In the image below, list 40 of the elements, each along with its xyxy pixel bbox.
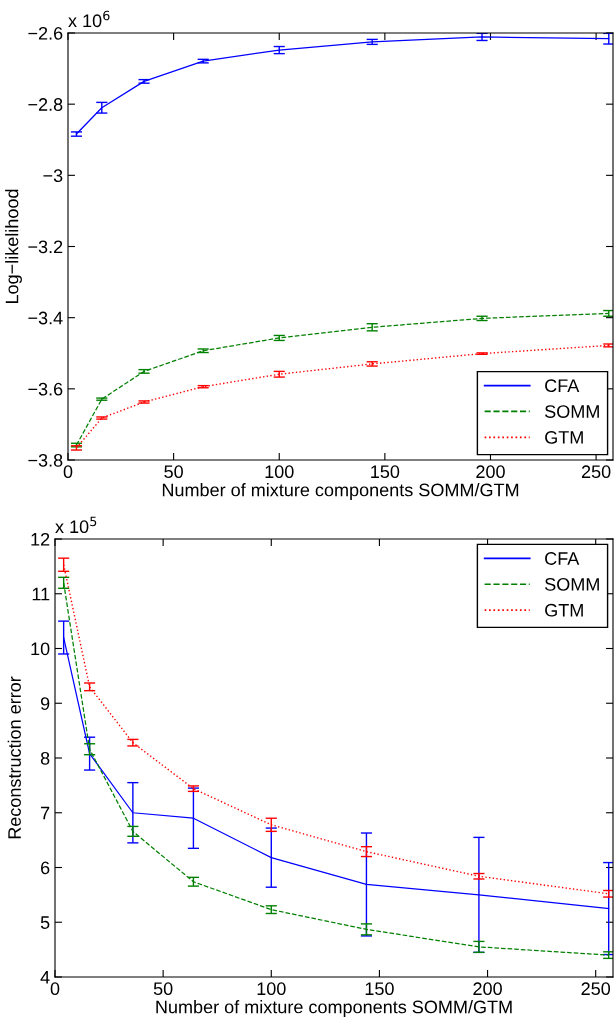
x-tick-label: 150 xyxy=(365,982,394,996)
legend-label: CFA xyxy=(545,552,580,565)
x-tick-label: 150 xyxy=(371,465,400,479)
text: x 10$^{5}$ xyxy=(55,516,97,534)
y-tick-label: 9 xyxy=(40,697,50,710)
y-tick-label: 5 xyxy=(40,916,50,929)
x-tick-label: 200 xyxy=(473,982,502,996)
x-tick-label: 0 xyxy=(50,982,60,996)
x-tick-label: 250 xyxy=(581,465,611,479)
x-tick-label: 0 xyxy=(63,465,73,479)
text: x 10$^{6}$ xyxy=(68,10,110,28)
y-tick-label: −3.4 xyxy=(28,311,63,325)
y-tick-label: 6 xyxy=(41,861,50,875)
y-tick-label: 12 xyxy=(31,532,50,546)
y-tick-label: 8 xyxy=(40,751,50,765)
legend-label: GTM xyxy=(545,431,583,444)
x-axis-title: Number of mixture components SOMM/GTM xyxy=(156,1000,512,1017)
legend-label: CFA xyxy=(545,379,580,393)
x-tick-label: 100 xyxy=(265,465,294,479)
y-tick-label: 7 xyxy=(41,806,50,820)
y-tick-label: 4 xyxy=(40,971,50,984)
y-tick-label: −2.6 xyxy=(28,26,63,40)
y-axis-title: Log−likelihood xyxy=(5,189,22,303)
x-tick-label: 50 xyxy=(153,982,173,996)
y-axis-title: Reconstruction error xyxy=(7,676,21,839)
y-tick-label: −3.8 xyxy=(28,453,63,467)
y-tick-label: −3.2 xyxy=(28,240,63,254)
legend-label: SOMM xyxy=(545,405,599,418)
y-tick-label: 11 xyxy=(32,587,50,601)
x-tick-label: 250 xyxy=(581,982,611,996)
legend-label: SOMM xyxy=(545,577,599,591)
y-tick-label: −2.8 xyxy=(28,98,63,111)
y-tick-label: 10 xyxy=(31,642,50,656)
legend-label: GTM xyxy=(545,603,583,617)
x-tick-label: 100 xyxy=(257,982,286,996)
y-tick-label: −3 xyxy=(43,169,63,183)
y-tick-label: −3.6 xyxy=(28,382,63,396)
x-axis-title: Number of mixture components SOMM/GTM xyxy=(162,483,519,500)
x-tick-label: 50 xyxy=(164,465,183,479)
x-tick-label: 200 xyxy=(476,465,505,479)
